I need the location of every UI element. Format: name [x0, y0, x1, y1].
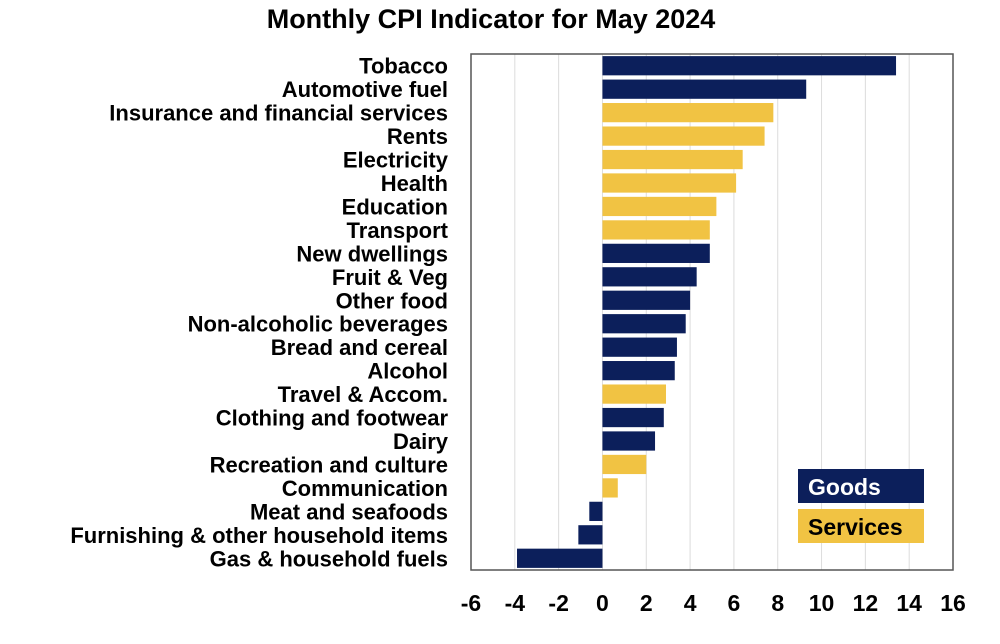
bar — [602, 243, 710, 263]
bar — [602, 314, 686, 334]
legend-label: Goods — [808, 474, 881, 500]
category-label: Travel & Accom. — [278, 382, 448, 407]
bar — [602, 103, 774, 123]
x-tick-label: -4 — [505, 590, 526, 616]
bar — [602, 407, 664, 428]
x-tick-label: 2 — [640, 590, 653, 616]
x-tick-label: 6 — [728, 590, 741, 616]
category-label: Health — [381, 171, 448, 196]
category-label: Dairy — [393, 429, 449, 454]
bar — [602, 173, 737, 193]
bar — [602, 361, 675, 381]
bar — [602, 478, 618, 498]
legend-label: Services — [808, 514, 903, 540]
x-tick-label: 0 — [596, 590, 609, 616]
bar — [602, 220, 710, 240]
bar — [589, 501, 603, 521]
category-label: Other food — [336, 288, 448, 313]
bar — [602, 126, 765, 146]
category-label: Rents — [387, 124, 448, 149]
bar — [578, 525, 603, 545]
category-label: Electricity — [343, 148, 449, 173]
category-label: Non-alcoholic beverages — [188, 312, 448, 337]
x-tick-label: -2 — [548, 590, 568, 616]
legend-swatch — [798, 509, 924, 543]
bar — [602, 196, 717, 217]
x-tick-label: 4 — [684, 590, 697, 616]
category-label: Communication — [282, 476, 448, 501]
category-label: Fruit & Veg — [332, 265, 448, 290]
x-tick-label: -6 — [461, 590, 481, 616]
bar — [602, 431, 656, 451]
category-label: Automotive fuel — [282, 77, 448, 102]
category-label: Recreation and culture — [210, 452, 448, 477]
x-tick-label: 8 — [771, 590, 784, 616]
category-label: New dwellings — [296, 241, 448, 266]
x-tick-label: 14 — [896, 590, 922, 616]
category-label: Meat and seafoods — [250, 499, 448, 524]
legend-swatch — [798, 469, 924, 503]
category-label: Furnishing & other household items — [70, 523, 448, 548]
category-label: Bread and cereal — [271, 335, 448, 360]
category-label: Alcohol — [367, 359, 448, 384]
x-tick-label: 10 — [809, 590, 835, 616]
x-tick-label: 12 — [853, 590, 879, 616]
category-label: Transport — [347, 218, 449, 243]
x-tick-label: 16 — [940, 590, 966, 616]
bar — [602, 56, 897, 76]
chart-title: Monthly CPI Indicator for May 2024 — [266, 4, 716, 34]
bar — [602, 337, 677, 357]
bar — [602, 149, 743, 170]
bar — [517, 548, 603, 568]
bar — [602, 454, 647, 475]
category-label: Insurance and financial services — [109, 101, 448, 126]
bar — [602, 290, 691, 310]
bar — [602, 79, 807, 99]
bar — [602, 267, 697, 287]
category-label: Gas & household fuels — [210, 546, 448, 571]
category-label: Clothing and footwear — [216, 406, 449, 431]
category-label: Tobacco — [359, 54, 448, 79]
bar — [602, 384, 666, 404]
plot-frame — [470, 53, 954, 571]
category-label: Education — [342, 194, 448, 219]
